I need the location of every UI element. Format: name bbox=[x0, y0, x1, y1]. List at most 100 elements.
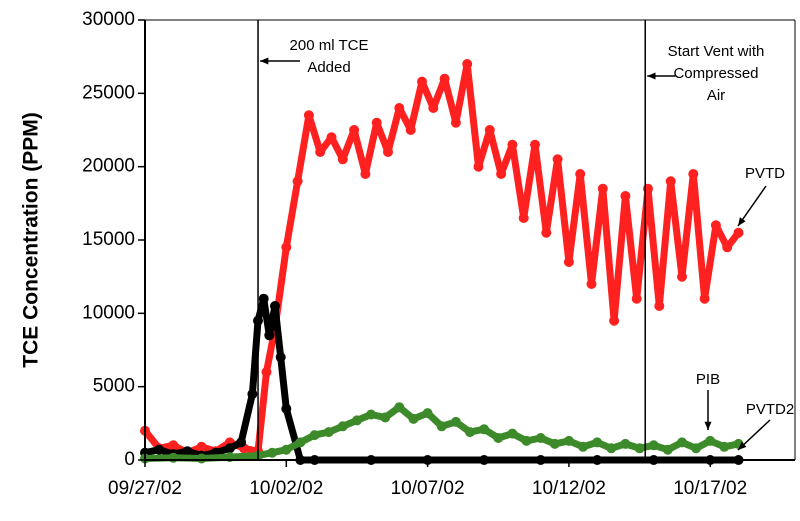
series-3-point bbox=[394, 402, 405, 413]
annotation-pib-arrow-head bbox=[704, 421, 712, 430]
event-arrow-tce-added-head bbox=[260, 57, 269, 65]
y-tick-label: 25000 bbox=[82, 82, 135, 103]
series-line-2 bbox=[141, 295, 742, 464]
series-2-point bbox=[247, 389, 258, 399]
series-1-point bbox=[439, 73, 450, 84]
data-layer bbox=[140, 59, 744, 465]
series-3-point bbox=[493, 433, 504, 443]
annotation-pvtd-arrow-head bbox=[738, 217, 746, 226]
series-1-point bbox=[699, 293, 710, 304]
series-3-point bbox=[337, 421, 348, 432]
series-1-point bbox=[417, 76, 427, 87]
series-2-point bbox=[264, 330, 275, 341]
event-label-tce-added: 200 ml TCE bbox=[290, 37, 369, 54]
y-tick-label: 15000 bbox=[82, 229, 135, 250]
annotation-pvtd: PVTD bbox=[745, 165, 785, 182]
annotations: 200 ml TCE Added Start Vent with Compressed… bbox=[260, 37, 794, 451]
series-1-point bbox=[405, 125, 416, 135]
series-1-point bbox=[462, 59, 473, 69]
series-3-point bbox=[408, 413, 419, 424]
y-tick-label: 10000 bbox=[82, 302, 135, 323]
series-1-point bbox=[688, 169, 699, 179]
series-1-point bbox=[620, 191, 631, 201]
axes: 0 5000 10000 15000 20000 25000 30000 09/27/02 10… bbox=[82, 9, 796, 499]
series-3-point bbox=[691, 443, 702, 454]
series-1-point bbox=[383, 147, 393, 157]
series-3-point bbox=[620, 438, 631, 449]
series-3-point bbox=[578, 441, 588, 452]
series-3-point bbox=[422, 408, 433, 419]
series-2-point bbox=[270, 301, 280, 311]
series-1-point bbox=[710, 220, 721, 231]
series-1-point bbox=[394, 103, 405, 113]
series-3-point bbox=[592, 437, 603, 448]
series-3-point bbox=[323, 427, 334, 438]
series-1-point bbox=[722, 242, 733, 253]
series-1-point bbox=[337, 154, 348, 165]
series-1-point bbox=[552, 154, 563, 165]
series-3-point bbox=[479, 424, 490, 435]
series-3-point bbox=[705, 435, 716, 446]
x-tick-label: 10/07/02 bbox=[391, 478, 465, 499]
series-3-point bbox=[352, 415, 362, 426]
series-1-point bbox=[563, 257, 574, 267]
series-1-point bbox=[575, 169, 586, 179]
series-3-point bbox=[295, 437, 306, 448]
series-2-point bbox=[281, 403, 292, 414]
series-3-point bbox=[606, 443, 617, 454]
annotation-pvtd2-arrow-head bbox=[738, 441, 747, 450]
series-1-point bbox=[428, 103, 439, 113]
series-1-point bbox=[518, 213, 529, 223]
series-3-point bbox=[634, 443, 645, 454]
series-3-point bbox=[648, 440, 659, 451]
y-tick-label: 20000 bbox=[82, 156, 135, 177]
series-1-point bbox=[484, 125, 495, 135]
series-2-point bbox=[258, 293, 269, 304]
series-line-1 bbox=[141, 60, 742, 457]
series-2-point bbox=[224, 443, 235, 454]
series-3-point bbox=[267, 447, 278, 458]
series-1-point bbox=[473, 161, 484, 172]
x-tick-label: 09/27/02 bbox=[108, 478, 182, 499]
x-tick-label: 10/02/02 bbox=[249, 478, 323, 499]
series-1-point bbox=[733, 227, 744, 238]
series-1-point bbox=[631, 293, 642, 304]
series-1-point bbox=[326, 132, 337, 143]
series-3-point bbox=[196, 453, 207, 464]
series-3-point bbox=[507, 428, 518, 439]
series-1-point bbox=[168, 440, 179, 451]
series-3-point bbox=[465, 427, 475, 438]
series-3-point bbox=[549, 438, 560, 449]
series-1-point bbox=[586, 279, 597, 289]
series-1-point bbox=[450, 117, 461, 128]
event-label-tce-added: Added bbox=[307, 59, 350, 76]
y-tick-label: 0 bbox=[124, 449, 135, 470]
series-3-point bbox=[719, 441, 730, 452]
series-3-point bbox=[281, 444, 292, 455]
y-tick-label: 5000 bbox=[93, 376, 135, 397]
series-1-point bbox=[507, 139, 518, 150]
series-3-point bbox=[521, 435, 532, 446]
series-1-point bbox=[541, 227, 552, 238]
annotation-pvtd2: PVTD2 bbox=[746, 401, 794, 418]
series-3-point bbox=[436, 421, 447, 432]
y-tick-label: 30000 bbox=[82, 9, 135, 30]
series-1-point bbox=[196, 441, 207, 452]
series-1-point bbox=[609, 315, 620, 326]
event-arrow-start-vent-head bbox=[647, 72, 656, 80]
series-3-point bbox=[563, 435, 574, 446]
series-1-point bbox=[597, 183, 608, 194]
series-1-point bbox=[349, 125, 360, 135]
event-lines bbox=[257, 20, 646, 460]
series-2-point bbox=[236, 437, 247, 448]
series-3-point bbox=[677, 437, 687, 448]
series-2-point bbox=[182, 446, 193, 457]
series-2-point bbox=[275, 352, 286, 363]
series-3-point bbox=[366, 409, 377, 420]
series-1-point bbox=[371, 117, 382, 128]
series-1-point bbox=[654, 301, 665, 311]
y-axis-title: TCE Concentration (PPM) bbox=[20, 112, 43, 368]
series-2-point bbox=[154, 444, 165, 455]
